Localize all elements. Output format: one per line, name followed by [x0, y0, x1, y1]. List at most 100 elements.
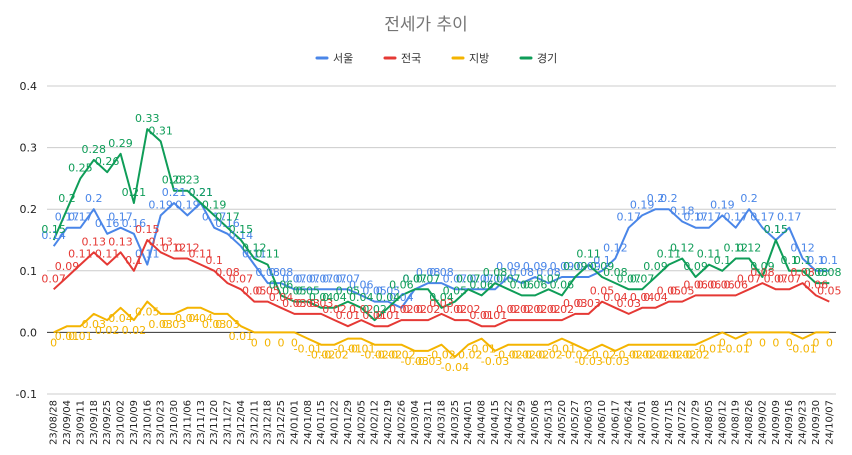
data-label: -0.01 [347, 343, 375, 356]
data-label: 0.12 [162, 241, 187, 254]
data-label: 0.15 [764, 223, 789, 236]
data-label: 0.08 [817, 266, 842, 279]
data-label: 0.01 [336, 309, 361, 322]
data-label: 0.02 [509, 303, 534, 316]
data-label: 0.02 [536, 303, 561, 316]
data-label: 0.09 [496, 260, 521, 273]
data-label: 0.04 [175, 312, 200, 325]
data-label: 0 [278, 336, 285, 349]
data-label: 0.01 [362, 309, 387, 322]
x-tick-label: 24/01/22 [330, 400, 341, 445]
x-tick-label: 24/02/26 [396, 400, 407, 445]
data-label: 0.13 [108, 235, 133, 248]
data-label: -0.02 [508, 349, 536, 362]
data-label: 0.04 [603, 291, 628, 304]
data-label: 0.02 [322, 303, 347, 316]
x-tick-label: 23/11/27 [223, 400, 234, 445]
data-label: 0.09 [523, 260, 548, 273]
data-label: 0.21 [189, 186, 214, 199]
x-tick-label: 24/10/07 [824, 400, 835, 445]
x-tick-label: 24/05/27 [570, 400, 581, 445]
data-label: -0.03 [414, 355, 442, 368]
data-label: -0.04 [441, 361, 469, 374]
data-label: 0.02 [389, 303, 414, 316]
data-label: 0.05 [242, 285, 267, 298]
data-label: -0.02 [307, 349, 335, 362]
data-label: 0.06 [683, 278, 708, 291]
data-label: 0.05 [336, 285, 361, 298]
data-label: 0.1 [821, 254, 839, 267]
data-label: 0.11 [576, 248, 601, 261]
data-label: 0.03 [616, 297, 641, 310]
data-label: 0.09 [563, 260, 588, 273]
x-tick-label: 24/04/15 [490, 400, 501, 445]
x-tick-label: 23/10/02 [116, 400, 127, 445]
data-label: 0.01 [469, 309, 494, 322]
data-label: 0.21 [122, 186, 147, 199]
x-tick-label: 24/06/03 [584, 400, 595, 445]
data-label: 0.05 [590, 285, 615, 298]
data-label: 0.19 [710, 198, 735, 211]
data-label: -0.01 [467, 343, 495, 356]
data-label: 0.17 [683, 211, 708, 224]
data-label: 0.09 [576, 260, 601, 273]
series-line [52, 128, 830, 322]
x-tick-label: 24/04/29 [517, 400, 528, 445]
x-tick-label: 23/10/09 [129, 400, 140, 445]
data-label: 0.07 [309, 272, 334, 285]
x-tick-label: 23/10/16 [142, 400, 153, 445]
data-label: 0.06 [710, 278, 735, 291]
data-label: 0.02 [456, 303, 481, 316]
data-label: -0.03 [401, 355, 429, 368]
data-label: 0.1 [807, 254, 825, 267]
data-label: 0.1 [125, 254, 143, 267]
data-label: -0.02 [614, 349, 642, 362]
x-tick-label: 24/09/30 [811, 400, 822, 445]
data-label: 0 [812, 336, 819, 349]
data-label: 0.11 [135, 248, 160, 261]
data-label: 0.19 [630, 198, 655, 211]
data-label: 0.16 [215, 217, 240, 230]
data-label: 0.05 [296, 285, 321, 298]
data-label: 0.17 [68, 211, 93, 224]
data-label: 0.03 [309, 297, 334, 310]
data-label: 0.07 [456, 272, 481, 285]
data-label: 0 [50, 336, 57, 349]
data-label: 0.07 [616, 272, 641, 285]
data-label: 0.04 [630, 291, 655, 304]
data-label: 0.17 [215, 211, 240, 224]
data-label: 0.08 [269, 266, 294, 279]
data-label: 0.04 [349, 291, 374, 304]
data-label: 0.07 [496, 272, 521, 285]
data-label: 0.06 [697, 278, 722, 291]
data-label: -0.02 [655, 349, 683, 362]
data-label: 0.05 [362, 285, 387, 298]
data-label: 0.04 [269, 291, 294, 304]
data-label: 0.2 [58, 192, 76, 205]
data-label: 0.15 [229, 223, 254, 236]
x-tick-label: 24/07/08 [650, 400, 661, 445]
data-label: 0.17 [616, 211, 641, 224]
data-label: 0.05 [670, 285, 695, 298]
data-label: 0.05 [135, 306, 160, 319]
data-label: 0 [746, 336, 753, 349]
y-tick-label: -0.1 [16, 388, 37, 401]
series-line [53, 300, 830, 358]
data-label: 0.09 [643, 260, 668, 273]
data-label: 0.08 [483, 266, 508, 279]
legend: 서울 전국 지방 경기 [315, 52, 557, 65]
x-tick-label: 24/06/24 [624, 400, 635, 445]
x-tick-label: 24/03/18 [437, 400, 448, 445]
data-label: 0.03 [296, 297, 321, 310]
y-tick-label: 0.4 [20, 80, 38, 93]
data-label: 0.04 [189, 312, 214, 325]
data-label: -0.01 [334, 343, 362, 356]
data-label: 0.02 [523, 303, 548, 316]
data-label: 0 [291, 336, 298, 349]
data-label: 0.02 [349, 303, 374, 316]
data-label: 0.04 [376, 291, 401, 304]
x-tick-label: 24/09/16 [784, 400, 795, 445]
data-label: 0.2 [740, 192, 758, 205]
data-label: 0.09 [55, 260, 80, 273]
x-tick-label: 24/09/23 [798, 400, 809, 445]
